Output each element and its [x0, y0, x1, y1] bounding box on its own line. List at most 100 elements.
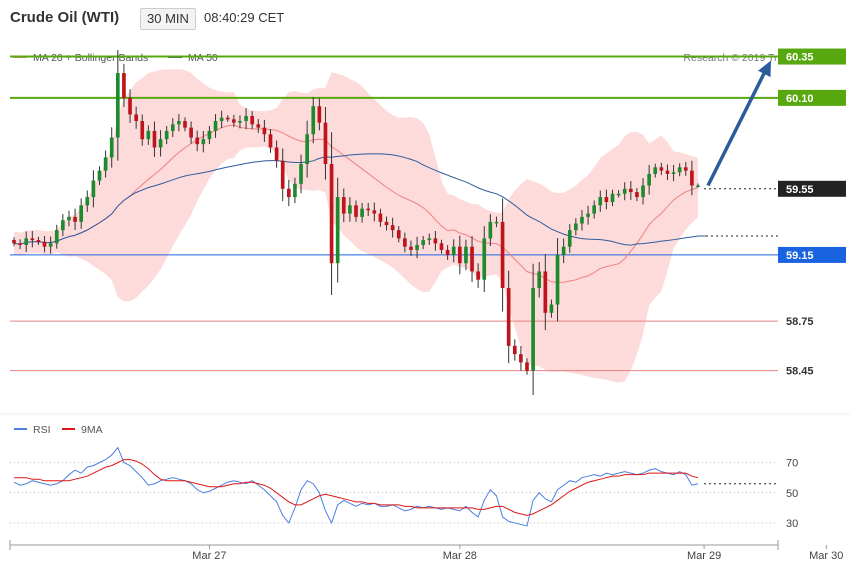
- candle-body: [665, 170, 670, 174]
- candle-body: [18, 243, 22, 246]
- candle-body: [115, 73, 120, 138]
- candle-body: [561, 246, 566, 255]
- candle-body: [24, 238, 29, 246]
- chart-legend: MA 20 + Bollinger Bands MA 50: [13, 52, 218, 64]
- candle-body: [610, 193, 615, 203]
- candle-body: [73, 216, 77, 222]
- candle-body: [439, 243, 444, 250]
- timeframe-badge[interactable]: 30 MIN: [140, 8, 196, 30]
- candle-body: [494, 221, 499, 224]
- candle-body: [48, 243, 53, 247]
- candle-body: [574, 223, 578, 231]
- candle-body: [79, 205, 84, 222]
- candle-body: [512, 345, 517, 355]
- candle-body: [238, 121, 242, 123]
- candle-body: [457, 246, 462, 264]
- candle-body: [519, 354, 523, 363]
- candle-body: [54, 230, 59, 244]
- level-label-60.35: 60.35: [786, 52, 814, 64]
- rsi-legend-label: RSI: [33, 424, 51, 436]
- x-tick-label: Mar 28: [443, 550, 477, 562]
- level-label-58.75: 58.75: [786, 316, 814, 328]
- rsi-line: [13, 446, 699, 527]
- candle-body: [488, 221, 493, 239]
- candle-body: [549, 304, 554, 313]
- candle-body: [482, 238, 487, 280]
- candle-body: [506, 288, 511, 346]
- candle-body: [317, 106, 322, 123]
- candle-body: [12, 240, 16, 244]
- candle-body: [421, 240, 426, 246]
- candle-body: [152, 130, 157, 148]
- candle-body: [433, 238, 438, 244]
- candle-body: [232, 119, 236, 123]
- level-label-box-58.45: [778, 362, 846, 379]
- legend-ma50-label: MA 50: [188, 52, 218, 64]
- candle-body: [384, 221, 389, 226]
- level-label-box-60.10: [778, 89, 846, 106]
- candle-body: [335, 197, 340, 264]
- candle-body: [122, 73, 126, 98]
- candle-body: [323, 122, 328, 164]
- candle-body: [403, 238, 407, 247]
- candle-body: [366, 208, 371, 211]
- candle-body: [207, 130, 212, 140]
- candle-body: [641, 185, 645, 198]
- candle-body: [85, 197, 90, 206]
- candle-body: [195, 137, 200, 145]
- candle-body: [201, 139, 206, 145]
- candle-body: [36, 240, 41, 242]
- instrument-title: Crude Oil (WTI): [10, 9, 120, 26]
- candle-body: [677, 167, 682, 173]
- candle-body: [396, 230, 401, 239]
- candle-body: [256, 124, 261, 128]
- level-label-box-59.15: [778, 246, 846, 263]
- candle-body: [42, 241, 47, 247]
- candle-body: [390, 225, 395, 231]
- candle-body: [274, 147, 279, 161]
- candle-body: [134, 114, 138, 122]
- candle-body: [183, 121, 187, 128]
- candle-body: [244, 116, 248, 122]
- candle-body: [653, 167, 658, 174]
- price-chart: MA 20 + Bollinger Bands MA 50 Research ©…: [0, 38, 850, 576]
- candle-body: [262, 127, 267, 135]
- level-label-59.15: 59.15: [786, 250, 814, 262]
- candle-body: [567, 230, 572, 247]
- timestamp: 08:40:29 CET: [204, 10, 285, 25]
- candle-body: [311, 106, 316, 135]
- chart-header: Crude Oil (WTI) 30 MIN 08:40:29 CET: [0, 0, 850, 38]
- candle-body: [67, 216, 71, 221]
- rsi-tick-70: 70: [786, 458, 798, 470]
- candle-body: [177, 121, 181, 125]
- candle-body: [445, 249, 450, 255]
- forecast-arrow-head: [757, 60, 771, 78]
- forecast-arrow-shaft: [706, 68, 768, 187]
- candle-body: [451, 246, 456, 255]
- x-tick-label: Mar 27: [192, 550, 226, 562]
- candle-body: [586, 213, 590, 217]
- candle-body: [628, 188, 633, 193]
- rsi-ma-line: [14, 459, 699, 516]
- candle-body: [280, 160, 285, 189]
- candle-body: [476, 271, 480, 280]
- candle-body: [464, 246, 468, 264]
- candle-body: [622, 188, 627, 194]
- candle-body: [671, 172, 676, 174]
- candle-body: [225, 117, 230, 120]
- candle-body: [531, 288, 535, 371]
- candle-body: [592, 205, 597, 214]
- candle-body: [109, 137, 114, 158]
- legend-ma20-label: MA 20 + Bollinger Bands: [33, 52, 148, 64]
- candle-body: [537, 271, 542, 288]
- candle-body: [164, 130, 169, 140]
- candle-body: [299, 164, 303, 184]
- candle-body: [647, 173, 651, 186]
- candle-body: [500, 221, 505, 288]
- candle-body: [268, 134, 273, 148]
- candle-body: [580, 216, 584, 224]
- candle-body: [543, 271, 548, 313]
- candle-body: [189, 127, 193, 138]
- candle-body: [329, 164, 334, 264]
- candle-body: [378, 213, 383, 222]
